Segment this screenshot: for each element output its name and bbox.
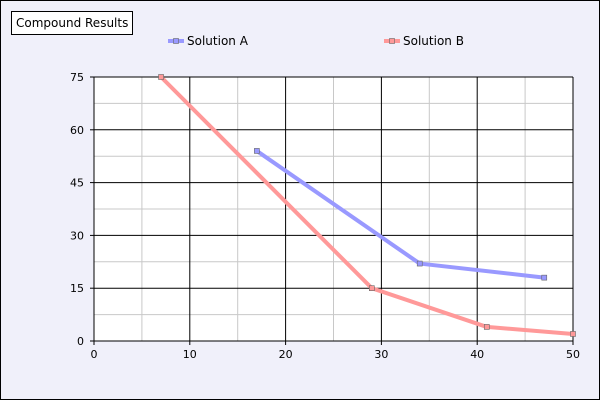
data-point-series-1 [254, 148, 260, 154]
y-tick-label: 45 [70, 177, 84, 190]
data-point-series-1 [416, 260, 423, 267]
chart-title: Compound Results [11, 11, 134, 35]
x-tick-label: 10 [183, 348, 197, 361]
y-tick-label: 75 [70, 71, 84, 84]
legend-label: Solution B [403, 34, 464, 48]
y-tick-label: 30 [70, 229, 84, 242]
y-tick-label: 0 [77, 335, 84, 348]
y-tick-label: 60 [70, 124, 84, 137]
legend-label: Solution A [187, 34, 249, 48]
x-tick-label: 40 [470, 348, 484, 361]
x-tick-label: 20 [279, 348, 293, 361]
legend-swatch-marker [389, 38, 395, 44]
data-point-series-2 [483, 324, 490, 330]
y-tick-label: 15 [70, 282, 84, 295]
data-point-series-2 [369, 285, 375, 292]
data-point-series-2 [158, 74, 164, 80]
x-tick-label: 50 [566, 348, 580, 361]
x-tick-label: 30 [374, 348, 388, 361]
data-point-series-2 [570, 331, 576, 337]
series-line-2 [159, 75, 575, 336]
legend-swatch-marker [173, 38, 179, 44]
data-point-series-1 [541, 274, 548, 281]
x-tick-label: 0 [91, 348, 98, 361]
